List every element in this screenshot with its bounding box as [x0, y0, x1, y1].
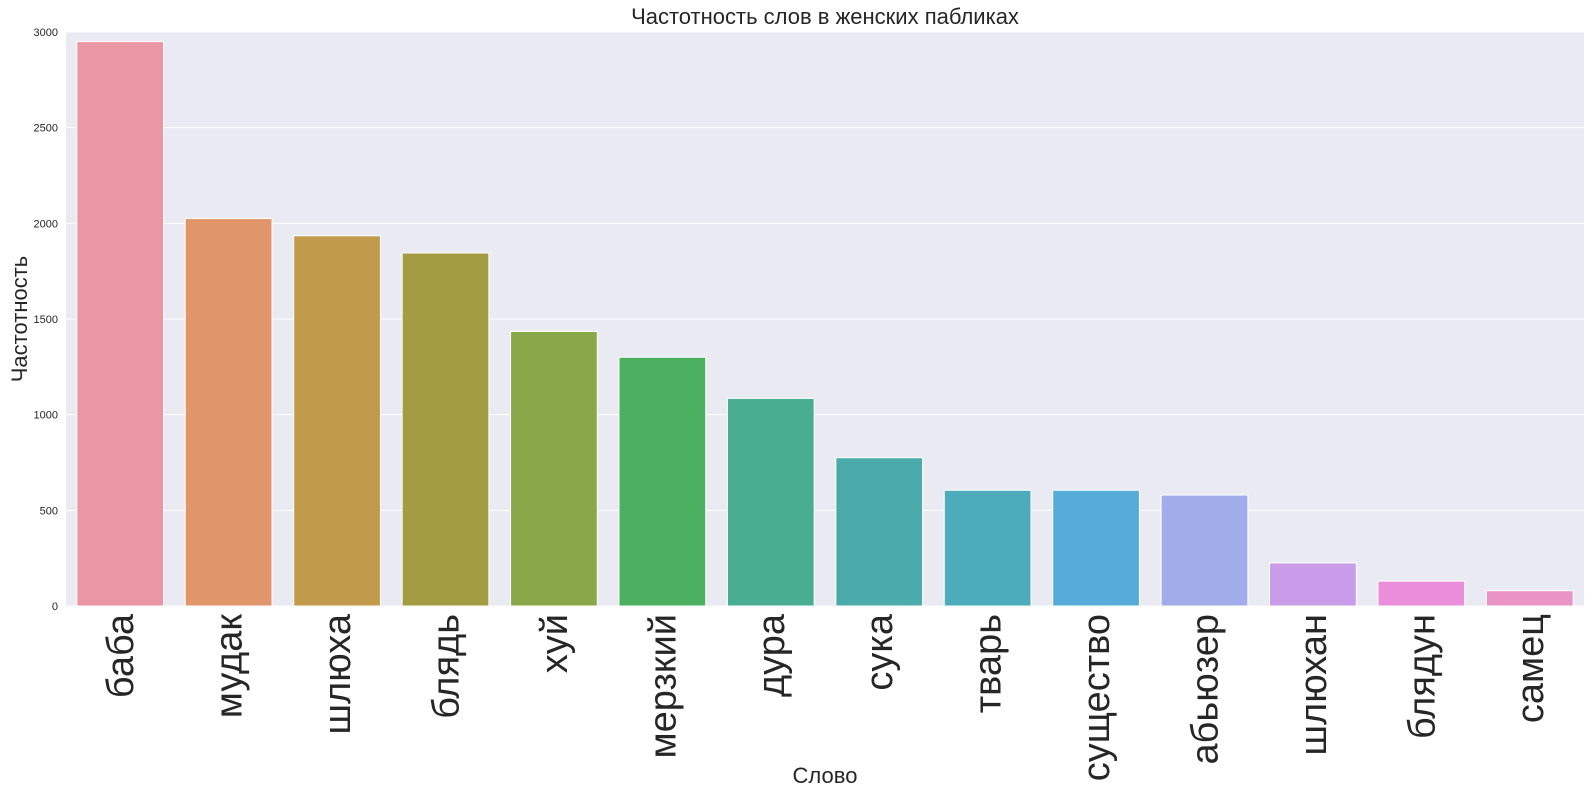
bar-11 [1160, 494, 1249, 607]
x-tick-label: мерзкий [642, 614, 684, 758]
bar-1 [76, 41, 165, 607]
bar-4 [401, 252, 490, 607]
bar-13 [1377, 580, 1466, 607]
bars [76, 41, 1574, 607]
bar-10 [1052, 489, 1140, 607]
bar-3 [293, 235, 381, 607]
x-tick-label: блядун [1401, 614, 1443, 739]
y-tick-label: 1000 [34, 410, 58, 422]
bar-6 [618, 356, 707, 607]
x-tick-label: шлюха [317, 613, 359, 734]
x-tick-label: тварь [968, 614, 1010, 713]
bar-2 [184, 218, 273, 607]
x-tick-label: шлюхан [1293, 614, 1335, 755]
y-tick-label: 2000 [34, 218, 58, 230]
x-tick-label: блядь [426, 614, 468, 719]
x-tick-label: существо [1076, 614, 1118, 781]
bar-12 [1269, 562, 1357, 607]
chart-title: Частотность слов в женских пабликах [631, 4, 1019, 29]
bar-5 [510, 330, 598, 607]
x-tick-label: дура [751, 613, 793, 697]
x-tick-labels: баба мудак шлюха блядь хуй мерзкий дура сука тва… [100, 613, 1552, 781]
x-tick-label: баба [100, 613, 142, 698]
y-tick-label: 500 [40, 505, 58, 517]
x-tick-label: абьюзер [1185, 614, 1227, 764]
y-tick-labels: 0 500 1000 1500 2000 2500 3000 [34, 27, 58, 613]
x-tick-label: самец [1510, 614, 1552, 723]
y-tick-label: 2500 [34, 123, 58, 135]
bar-9 [943, 489, 1032, 607]
x-tick-label: мудак [209, 614, 251, 719]
x-tick-label: хуй [534, 614, 576, 673]
y-tick-label: 0 [52, 601, 58, 613]
x-tick-label: сука [859, 613, 901, 690]
y-tick-label: 3000 [34, 27, 58, 39]
y-axis-label: Частотность [7, 256, 32, 382]
bar-8 [835, 457, 924, 607]
bar-14 [1485, 590, 1574, 607]
y-tick-label: 1500 [34, 314, 58, 326]
bar-7 [726, 397, 815, 607]
x-axis-label: Слово [793, 763, 858, 788]
